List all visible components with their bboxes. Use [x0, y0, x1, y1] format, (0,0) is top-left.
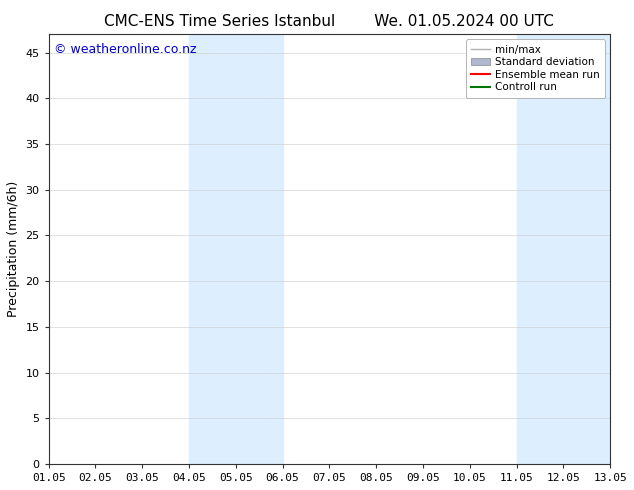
Legend: min/max, Standard deviation, Ensemble mean run, Controll run: min/max, Standard deviation, Ensemble me… — [466, 39, 605, 98]
Title: CMC-ENS Time Series Istanbul        We. 01.05.2024 00 UTC: CMC-ENS Time Series Istanbul We. 01.05.2… — [105, 14, 554, 29]
Y-axis label: Precipitation (mm/6h): Precipitation (mm/6h) — [7, 181, 20, 317]
Bar — [189, 34, 283, 464]
Bar — [517, 34, 610, 464]
Text: © weatheronline.co.nz: © weatheronline.co.nz — [55, 43, 197, 56]
